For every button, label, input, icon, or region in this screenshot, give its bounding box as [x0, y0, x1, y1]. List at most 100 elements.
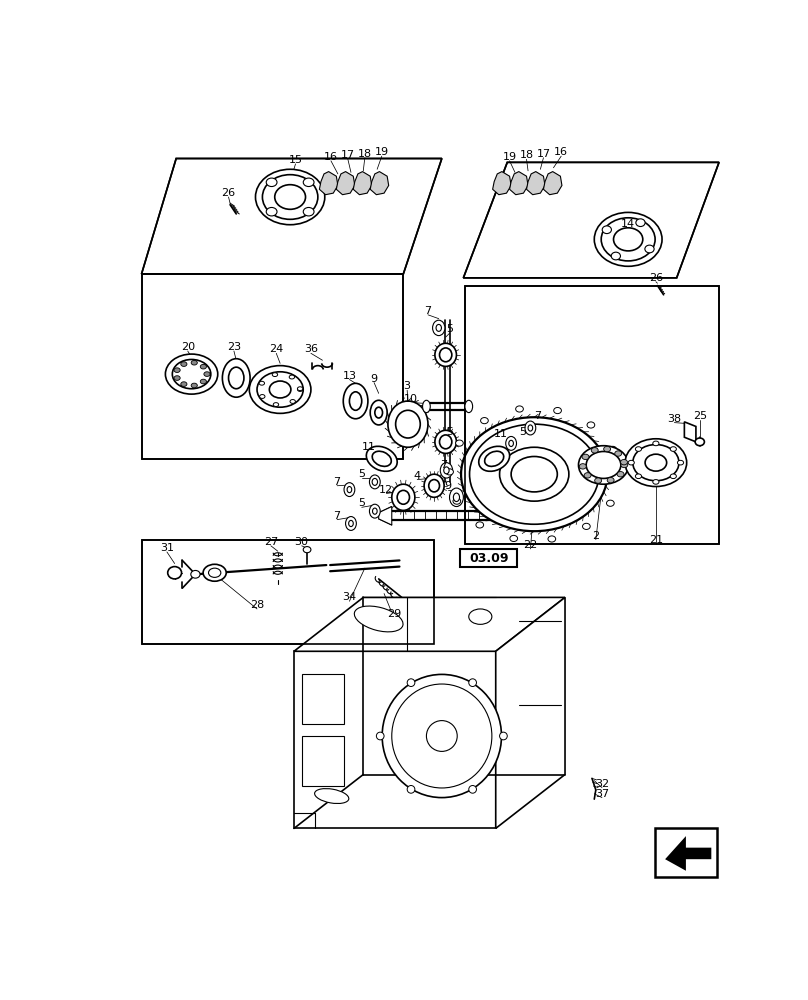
Ellipse shape [377, 732, 384, 740]
Text: 19: 19 [375, 147, 389, 157]
Ellipse shape [407, 785, 415, 793]
Ellipse shape [611, 252, 621, 260]
Text: 9: 9 [444, 481, 452, 491]
Text: 5: 5 [446, 324, 453, 334]
Ellipse shape [349, 392, 362, 410]
Text: 12: 12 [379, 485, 393, 495]
Ellipse shape [516, 406, 524, 412]
Ellipse shape [621, 459, 628, 465]
Polygon shape [294, 597, 565, 651]
Ellipse shape [372, 478, 377, 485]
Ellipse shape [424, 474, 444, 497]
Ellipse shape [290, 400, 296, 403]
Ellipse shape [446, 469, 453, 475]
Ellipse shape [355, 606, 403, 632]
Ellipse shape [259, 381, 264, 385]
Ellipse shape [469, 679, 477, 687]
Ellipse shape [509, 440, 513, 446]
Text: 36: 36 [304, 344, 318, 354]
Text: 16: 16 [324, 152, 338, 162]
Text: 17: 17 [537, 149, 550, 159]
Polygon shape [527, 172, 545, 195]
Text: 5: 5 [358, 498, 365, 508]
Polygon shape [463, 162, 719, 278]
Text: 9: 9 [371, 374, 377, 384]
Ellipse shape [586, 451, 621, 478]
Ellipse shape [485, 451, 503, 466]
Ellipse shape [587, 422, 595, 428]
Ellipse shape [591, 448, 598, 453]
Polygon shape [684, 422, 696, 442]
Text: 5: 5 [446, 427, 453, 437]
Ellipse shape [174, 368, 180, 372]
Ellipse shape [369, 475, 381, 489]
Ellipse shape [269, 381, 291, 398]
Text: 22: 22 [524, 540, 537, 550]
Ellipse shape [266, 207, 277, 216]
Ellipse shape [635, 474, 642, 479]
Ellipse shape [607, 477, 614, 483]
Ellipse shape [348, 520, 353, 527]
Ellipse shape [525, 421, 536, 435]
Ellipse shape [272, 373, 278, 377]
Ellipse shape [263, 175, 318, 219]
Ellipse shape [166, 354, 217, 394]
Ellipse shape [453, 493, 460, 502]
Text: 16: 16 [554, 147, 568, 157]
Text: 31: 31 [160, 543, 174, 553]
Ellipse shape [191, 570, 200, 578]
Text: 30: 30 [295, 537, 309, 547]
Ellipse shape [499, 732, 507, 740]
Ellipse shape [461, 417, 608, 531]
Ellipse shape [436, 324, 441, 331]
Ellipse shape [346, 517, 356, 530]
Ellipse shape [633, 445, 679, 481]
Text: 2: 2 [592, 531, 600, 541]
Polygon shape [465, 286, 719, 544]
Ellipse shape [628, 460, 634, 465]
Ellipse shape [602, 226, 612, 234]
Ellipse shape [370, 400, 387, 425]
Ellipse shape [423, 400, 431, 413]
Text: 37: 37 [595, 789, 609, 799]
Ellipse shape [257, 372, 303, 407]
Text: 7: 7 [424, 306, 431, 316]
Ellipse shape [407, 679, 415, 687]
Ellipse shape [382, 674, 502, 798]
Ellipse shape [440, 348, 452, 362]
Ellipse shape [203, 564, 226, 581]
Polygon shape [370, 172, 389, 195]
Polygon shape [510, 172, 528, 195]
Ellipse shape [579, 464, 587, 469]
Ellipse shape [375, 407, 382, 418]
Ellipse shape [617, 472, 624, 477]
Polygon shape [353, 172, 372, 195]
Ellipse shape [314, 789, 349, 804]
Ellipse shape [579, 446, 629, 484]
Ellipse shape [204, 372, 210, 376]
Ellipse shape [181, 382, 187, 386]
Ellipse shape [222, 359, 250, 397]
Text: 24: 24 [269, 344, 284, 354]
Ellipse shape [604, 446, 611, 452]
Ellipse shape [444, 467, 449, 474]
Ellipse shape [435, 430, 457, 453]
Ellipse shape [343, 383, 368, 419]
Ellipse shape [607, 500, 614, 506]
Ellipse shape [273, 403, 279, 406]
Ellipse shape [427, 721, 457, 751]
Bar [301, 736, 344, 786]
Ellipse shape [255, 169, 325, 225]
Polygon shape [665, 836, 711, 871]
Ellipse shape [181, 362, 187, 366]
Ellipse shape [653, 480, 659, 484]
Polygon shape [319, 172, 338, 195]
Polygon shape [141, 274, 403, 459]
Text: 14: 14 [621, 219, 635, 229]
Text: 34: 34 [343, 592, 356, 602]
Text: 26: 26 [649, 273, 663, 283]
Ellipse shape [200, 379, 207, 384]
Text: 5: 5 [358, 469, 365, 479]
Polygon shape [496, 597, 565, 828]
Text: 7: 7 [334, 511, 341, 521]
